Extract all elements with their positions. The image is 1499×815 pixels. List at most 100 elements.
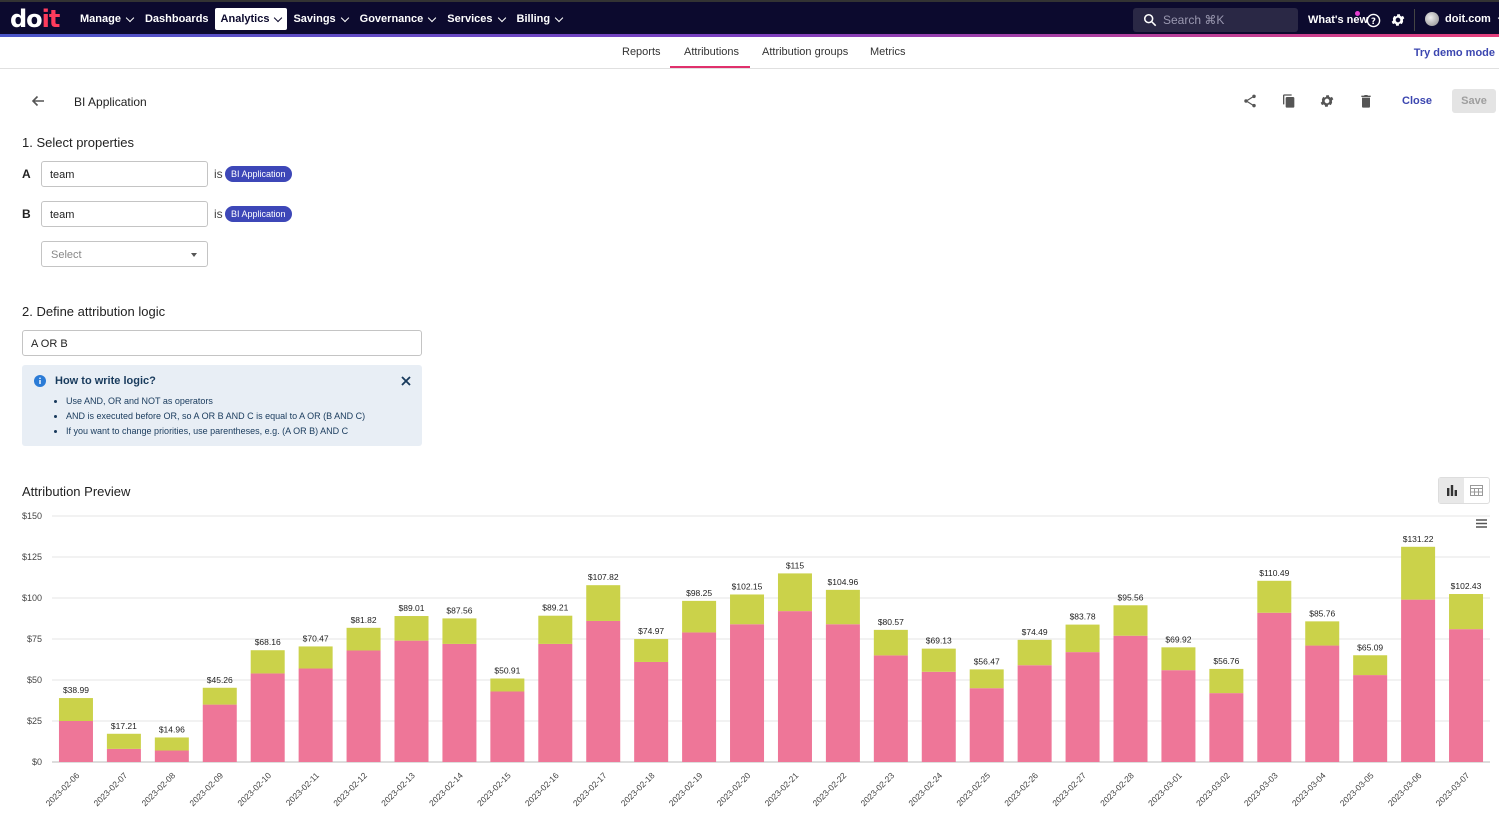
- property-a-operator: is: [214, 167, 223, 181]
- search-input[interactable]: [1163, 13, 1283, 27]
- x-tick-label: 2023-02-15: [475, 770, 513, 808]
- bar-segment: [394, 616, 429, 641]
- bar-segment: [730, 594, 765, 625]
- help-item: AND is executed before OR, so A OR B AND…: [66, 409, 365, 424]
- tab-reports[interactable]: Reports: [622, 46, 661, 58]
- bar-segment: [1065, 624, 1100, 653]
- chart-view-button[interactable]: [1439, 478, 1464, 503]
- tab-attributions[interactable]: Attributions: [684, 46, 740, 58]
- nav-item-manage[interactable]: Manage: [74, 8, 139, 30]
- x-tick-label: 2023-02-27: [1050, 770, 1088, 808]
- nav-item-savings[interactable]: Savings: [287, 8, 353, 30]
- search-box[interactable]: [1133, 8, 1298, 32]
- add-property-select[interactable]: Select: [41, 241, 208, 267]
- x-tick-label: 2023-03-05: [1338, 770, 1376, 808]
- data-label: $115: [786, 560, 805, 570]
- x-tick-label: 2023-02-20: [715, 770, 753, 808]
- bar-segment: [634, 639, 669, 662]
- try-demo-link[interactable]: Try demo mode: [1413, 47, 1495, 59]
- bar-segment: [921, 671, 956, 762]
- x-tick-label: 2023-03-01: [1146, 770, 1184, 808]
- table-icon: [1470, 485, 1483, 496]
- y-tick-label: $75: [27, 634, 42, 644]
- whats-new-link[interactable]: What's new: [1308, 14, 1369, 26]
- data-label: $98.25: [686, 588, 712, 598]
- help-list: Use AND, OR and NOT as operators AND is …: [66, 394, 365, 439]
- settings-gear-icon[interactable]: [1390, 12, 1406, 28]
- bar-segment: [1257, 580, 1292, 613]
- whats-new-indicator: [1355, 11, 1360, 16]
- logic-input[interactable]: A OR B: [22, 330, 422, 356]
- delete-icon[interactable]: [1358, 93, 1374, 109]
- property-a-field[interactable]: team: [41, 161, 208, 187]
- x-tick-label: 2023-02-14: [427, 770, 465, 808]
- property-b-field[interactable]: team: [41, 201, 208, 227]
- x-tick-label: 2023-02-06: [44, 770, 82, 808]
- back-arrow-icon[interactable]: [30, 94, 46, 108]
- account-menu[interactable]: doit.com: [1425, 12, 1499, 26]
- x-tick-label: 2023-02-24: [906, 770, 944, 808]
- x-tick-label: 2023-02-16: [523, 770, 561, 808]
- y-tick-label: $125: [22, 552, 42, 562]
- chart-menu-icon[interactable]: [1476, 519, 1487, 528]
- data-label: $104.96: [828, 577, 859, 587]
- bar-segment: [969, 669, 1004, 689]
- bar-segment: [1017, 665, 1052, 762]
- data-label: $68.16: [255, 637, 281, 647]
- x-tick-label: 2023-03-04: [1290, 770, 1328, 808]
- bar-segment: [1017, 639, 1052, 666]
- tab-metrics[interactable]: Metrics: [870, 46, 906, 58]
- data-label: $56.47: [974, 656, 1000, 666]
- bar-segment: [394, 640, 429, 762]
- close-icon[interactable]: [401, 376, 411, 386]
- data-label: $81.82: [351, 615, 377, 625]
- nav-item-services[interactable]: Services: [441, 8, 510, 30]
- nav-item-label: Dashboards: [144, 13, 209, 25]
- property-b-value-chip[interactable]: BI Application: [225, 206, 292, 222]
- bar-segment: [1209, 668, 1244, 694]
- nav-item-label: Savings: [293, 13, 336, 25]
- logic-help-box: How to write logic? Use AND, OR and NOT …: [22, 365, 422, 446]
- bar-segment: [346, 627, 381, 651]
- preview-title: Attribution Preview: [22, 484, 131, 499]
- nav-item-governance[interactable]: Governance: [354, 8, 442, 30]
- close-button[interactable]: Close: [1402, 95, 1432, 107]
- property-a-value-chip[interactable]: BI Application: [225, 166, 292, 182]
- data-label: $14.96: [159, 724, 185, 734]
- nav-item-dashboards[interactable]: Dashboards: [139, 8, 215, 30]
- chevron-down-icon: [274, 13, 283, 22]
- nav-item-analytics[interactable]: Analytics: [214, 8, 288, 30]
- top-navbar: do it Manage Dashboards Analytics Savings Gov…: [0, 0, 1499, 36]
- save-button[interactable]: Save: [1452, 89, 1496, 113]
- x-tick-label: 2023-02-23: [858, 770, 896, 808]
- data-label: $87.56: [446, 605, 472, 615]
- logo-text-left: do: [10, 5, 43, 33]
- tab-attribution-groups[interactable]: Attribution groups: [762, 46, 849, 58]
- help-icon[interactable]: ?: [1366, 13, 1381, 28]
- bar-segment: [58, 698, 93, 721]
- nav-item-billing[interactable]: Billing: [511, 8, 569, 30]
- chevron-down-icon: [497, 13, 506, 22]
- data-label: $45.26: [207, 675, 233, 685]
- bar-segment: [298, 646, 333, 669]
- bar-segment: [202, 704, 237, 762]
- table-view-button[interactable]: [1464, 478, 1489, 503]
- bar-segment: [825, 624, 860, 762]
- x-tick-label: 2023-02-10: [235, 770, 273, 808]
- x-tick-label: 2023-02-17: [571, 770, 609, 808]
- data-label: $89.21: [542, 603, 568, 613]
- copy-icon[interactable]: [1281, 93, 1297, 109]
- bar-segment: [154, 750, 189, 762]
- bar-segment: [1113, 635, 1148, 762]
- share-icon[interactable]: [1242, 93, 1258, 109]
- x-tick-label: 2023-02-28: [1098, 770, 1136, 808]
- gear-icon[interactable]: [1319, 93, 1335, 109]
- bar-segment: [682, 600, 717, 633]
- data-label: $69.92: [1165, 634, 1191, 644]
- y-tick-label: $50: [27, 675, 42, 685]
- data-label: $74.97: [638, 626, 664, 636]
- info-icon: [34, 375, 46, 387]
- logo-text-right: it: [41, 5, 61, 33]
- bar-segment: [1161, 670, 1196, 762]
- doit-logo[interactable]: do it: [10, 5, 61, 33]
